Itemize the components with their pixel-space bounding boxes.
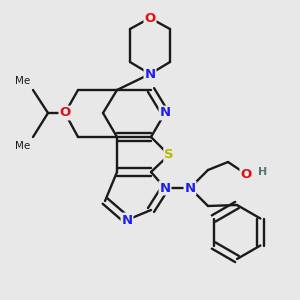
Text: N: N <box>122 214 133 226</box>
Text: N: N <box>159 182 171 194</box>
Text: S: S <box>164 148 174 161</box>
Text: N: N <box>184 182 196 194</box>
Text: H: H <box>258 167 267 177</box>
Text: Me: Me <box>15 76 30 86</box>
Text: O: O <box>144 11 156 25</box>
Text: N: N <box>159 106 171 119</box>
Text: O: O <box>240 167 252 181</box>
Text: N: N <box>144 68 156 80</box>
Text: O: O <box>59 106 70 119</box>
Text: Me: Me <box>15 141 30 151</box>
